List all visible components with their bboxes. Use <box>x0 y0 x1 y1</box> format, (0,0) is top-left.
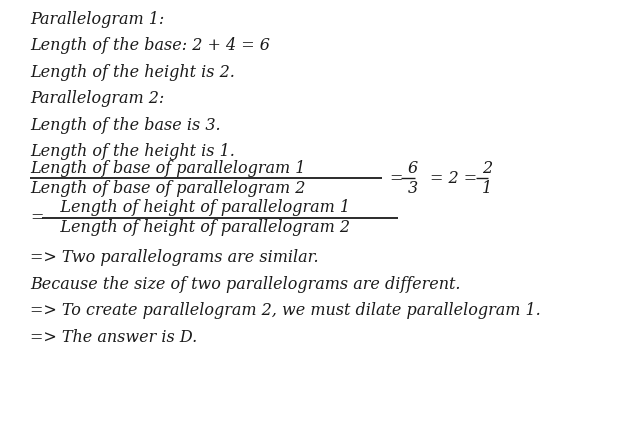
Text: Parallelogram 2:: Parallelogram 2: <box>30 90 164 107</box>
Text: Length of the height is 1.: Length of the height is 1. <box>30 143 235 160</box>
Text: Length of height of parallelogram 2: Length of height of parallelogram 2 <box>45 219 350 236</box>
Text: Length of the base: 2 + 4 = 6: Length of the base: 2 + 4 = 6 <box>30 37 270 54</box>
Text: 3: 3 <box>408 179 418 196</box>
Text: Length of the base is 3.: Length of the base is 3. <box>30 117 221 134</box>
Text: =: = <box>390 170 408 187</box>
Text: => The answer is D.: => The answer is D. <box>30 329 197 346</box>
Text: => Two parallelograms are similar.: => Two parallelograms are similar. <box>30 249 318 266</box>
Text: Length of base of parallelogram 2: Length of base of parallelogram 2 <box>30 179 305 196</box>
Text: Because the size of two parallelograms are different.: Because the size of two parallelograms a… <box>30 276 460 293</box>
Text: Parallelogram 1:: Parallelogram 1: <box>30 11 164 28</box>
Text: =: = <box>30 209 44 226</box>
Text: Length of height of parallelogram 1: Length of height of parallelogram 1 <box>45 199 350 216</box>
Text: = 2 =: = 2 = <box>430 170 477 187</box>
Text: => To create parallelogram 2, we must dilate parallelogram 1.: => To create parallelogram 2, we must di… <box>30 302 541 319</box>
Text: 1: 1 <box>482 179 492 196</box>
Text: 2: 2 <box>482 159 492 176</box>
Text: 6: 6 <box>408 159 418 176</box>
Text: Length of the height is 2.: Length of the height is 2. <box>30 64 235 81</box>
Text: Length of base of parallelogram 1: Length of base of parallelogram 1 <box>30 159 305 176</box>
